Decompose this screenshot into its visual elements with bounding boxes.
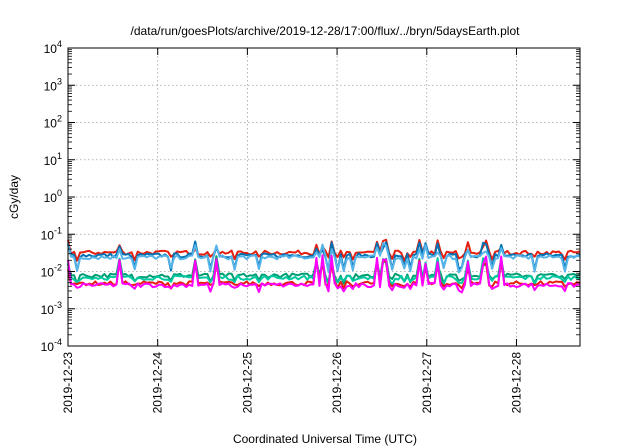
x-tick-label: 2019-12-28 [509, 352, 523, 414]
y-axis-label: cGy/day [7, 175, 21, 219]
y-tick-label: 102 [44, 114, 62, 131]
y-tick-label: 10-3 [41, 300, 62, 317]
y-tick-label: 103 [44, 76, 62, 93]
series-lines [67, 238, 581, 294]
y-tick-label: 10-4 [41, 337, 62, 354]
series-line-6 [67, 254, 581, 294]
y-tick-label: 101 [44, 151, 62, 168]
y-tick-label: 10-1 [41, 225, 62, 242]
x-axis-label: Coordinated Universal Time (UTC) [233, 432, 417, 446]
x-tick-label: 2019-12-25 [240, 352, 254, 414]
x-axis: 2019-12-23 2019-12-24 2019-12-25 2019-12-26… [61, 48, 523, 413]
x-tick-label: 2019-12-24 [151, 352, 165, 414]
gridlines [68, 48, 580, 346]
y-tick-label: 100 [44, 188, 62, 205]
x-tick-label: 2019-12-26 [330, 352, 344, 414]
chart-title: /data/run/goesPlots/archive/2019-12-28/1… [131, 24, 521, 38]
y-tick-label: 104 [44, 39, 62, 56]
series-line-2 [67, 242, 581, 274]
x-tick-label: 2019-12-27 [420, 352, 434, 414]
y-axis: 10-4 10-3 10-2 10-1 100 101 102 103 104 [41, 39, 580, 354]
x-tick-label: 2019-12-23 [61, 352, 75, 414]
y-tick-label: 10-2 [41, 263, 62, 280]
